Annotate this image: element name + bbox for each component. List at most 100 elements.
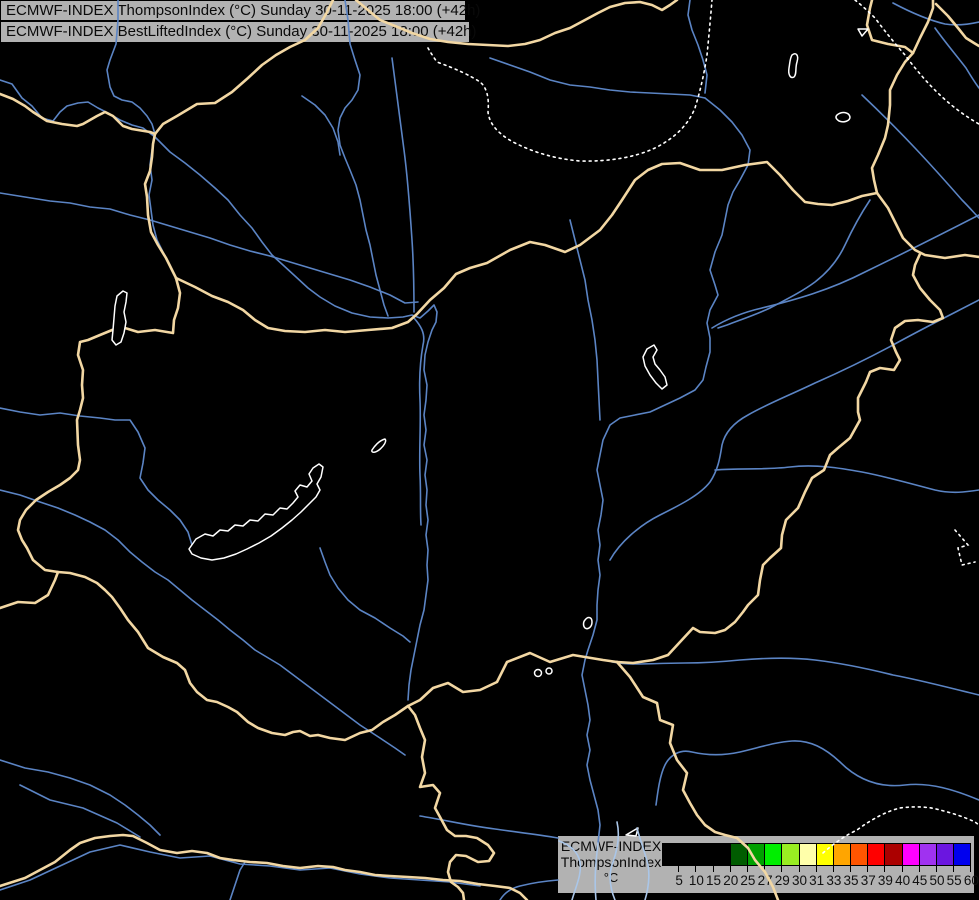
country-border-path (0, 833, 529, 900)
legend-unit-label: °C (603, 870, 619, 885)
river-path (0, 79, 438, 701)
legend-color-box (781, 843, 800, 866)
river-path (711, 214, 979, 329)
lake-neusiedl-outline (111, 290, 128, 346)
legend-tick (712, 866, 714, 872)
country-border-path (911, 0, 935, 55)
legend-scale-slot: 10 (678, 843, 704, 888)
legend-tick (729, 866, 731, 872)
country-border-path (0, 570, 60, 610)
legend-color-box (678, 843, 697, 866)
river-path (489, 57, 706, 99)
legend-tick-label: 35 (843, 873, 859, 888)
legend-tick (850, 866, 852, 872)
river-path (934, 27, 979, 89)
legend-color-box (695, 843, 714, 866)
country-border-path (406, 651, 619, 708)
legend-scale-slot: 35 (832, 843, 859, 888)
legend-tick-label: 30 (791, 873, 808, 888)
legend-color-box (918, 843, 937, 866)
legend-tick-label: 15 (706, 873, 722, 888)
legend-scale-slot: 33 (815, 843, 841, 888)
legend-scale-slot: 30 (781, 843, 807, 888)
country-border-path (16, 276, 410, 742)
legend-color-box (798, 843, 817, 866)
river-path (569, 219, 601, 421)
river-path (499, 879, 559, 900)
legend-color-box (729, 843, 748, 866)
legend-tick-label: 45 (912, 873, 928, 888)
legend-scale-slot: 55 (936, 843, 962, 888)
legend-tick-label: 33 (826, 873, 842, 888)
country-border-path (143, 132, 178, 280)
legend-index-label: ThompsonIndex (560, 854, 662, 870)
country-border-path (875, 191, 979, 260)
river-path (0, 407, 193, 546)
dotted-borders (427, 0, 979, 854)
dotted-border-path (954, 529, 976, 566)
dotted-border-path (854, 0, 979, 125)
legend-tick-label: 55 (946, 873, 962, 888)
legend-scale-slot: 40 (884, 843, 910, 888)
legend-tick-label: 10 (688, 873, 704, 888)
legend-scale-slot: 31 (798, 843, 824, 888)
legend-tick (884, 866, 886, 872)
legend-tick (867, 866, 869, 872)
legend-tick (901, 866, 903, 872)
river-path (717, 199, 871, 329)
river-path (611, 657, 979, 696)
legend-tick (936, 866, 937, 872)
legend-tick (746, 866, 748, 872)
small-lake-outline (545, 667, 553, 675)
country-border-path (174, 160, 879, 334)
legend-tick (764, 866, 766, 872)
legend-tick (953, 866, 955, 872)
small-lake-outline (788, 53, 799, 79)
legend-tick (695, 866, 697, 872)
river-path (0, 759, 161, 836)
legend-color-box (936, 843, 955, 866)
river-path (419, 815, 559, 839)
legend-tick-label: 27 (757, 873, 773, 888)
river-path (892, 2, 979, 26)
legend-tick-label: 25 (740, 873, 756, 888)
river-path (319, 547, 411, 643)
river-path (581, 97, 751, 844)
river-path (19, 784, 141, 838)
country-border-path (934, 2, 979, 48)
legend-color-box (815, 843, 834, 866)
small-lake-outline (835, 111, 851, 123)
legend-color-box (901, 843, 920, 866)
legend-color-box (712, 843, 731, 866)
river-path (301, 95, 341, 156)
color-scale-legend: ECMWF-INDEX ThompsonIndex °C 5 10 15 20 25 27… (558, 836, 979, 893)
legend-tick-label: 5 (675, 873, 683, 888)
legend-color-box (953, 843, 972, 866)
river-path (391, 57, 415, 313)
river-path (0, 192, 419, 304)
small-lake-outline (533, 668, 543, 678)
river-path (655, 740, 979, 806)
river-path (337, 0, 389, 317)
legend-tick-label: 39 (877, 873, 893, 888)
country-border-path (406, 704, 496, 900)
title-bar-best-lifted-index: ECMWF-INDEX BestLiftedIndex (°C) Sunday … (0, 21, 477, 43)
river-path (609, 299, 979, 561)
legend-color-box (662, 843, 680, 866)
small-lake-outline (371, 438, 387, 453)
small-marker-outline (857, 28, 869, 37)
country-border-path (0, 92, 157, 136)
legend-color-box (764, 843, 783, 866)
legend-tick (918, 866, 920, 872)
river-path (687, 0, 708, 94)
country-border-path (865, 0, 915, 195)
legend-model-label: ECMWF-INDEX (560, 838, 662, 854)
small-marker-outline (625, 827, 639, 837)
country-border-path (615, 252, 945, 665)
legend-scale-slot: 15 (695, 843, 721, 888)
legend-scale-slot: 5 (662, 843, 683, 888)
legend-tick-label: 29 (774, 873, 790, 888)
